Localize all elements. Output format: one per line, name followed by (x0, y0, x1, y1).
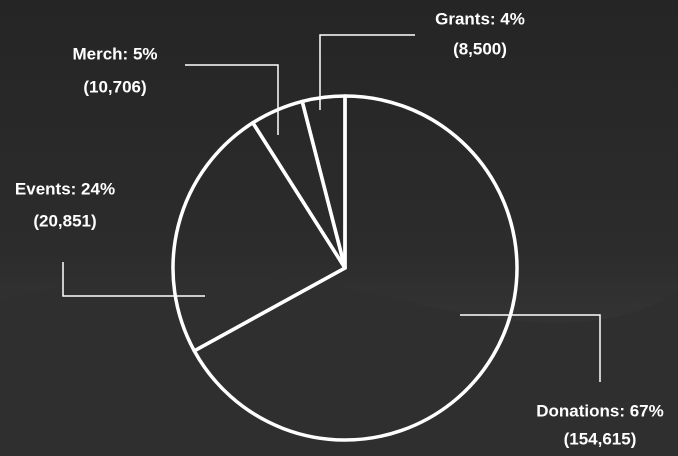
chart: Donations: 67% (154,615) Events: 24% (20,85… (0, 0, 678, 456)
slice-label: Grants: 4% (435, 9, 525, 28)
slice-label: Donations: 67% (536, 401, 664, 420)
slice-amount: (10,706) (83, 77, 146, 96)
slice-amount: (154,615) (564, 429, 637, 448)
slice-amount: (8,500) (453, 39, 507, 58)
slice-amount: (20,851) (33, 211, 96, 230)
slice-label: Events: 24% (15, 179, 115, 198)
slice-label: Merch: 5% (72, 44, 157, 63)
